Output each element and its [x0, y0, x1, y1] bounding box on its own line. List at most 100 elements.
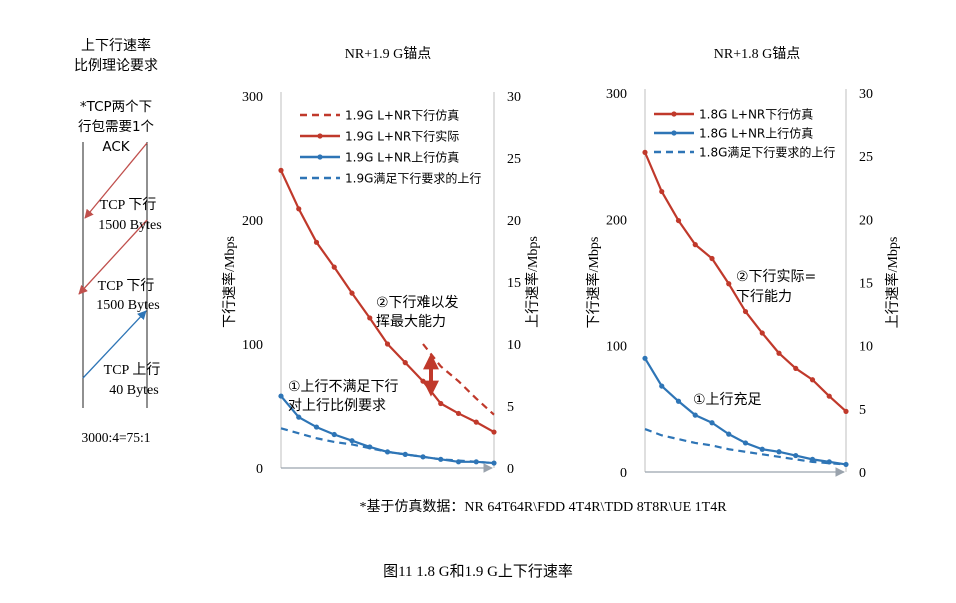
tcp-dl1-label-line1: TCP 下行 — [100, 197, 157, 213]
y-tick-label-right: 10 — [859, 340, 873, 355]
data-point — [296, 414, 302, 420]
series-line-3 — [280, 427, 495, 465]
legend-label: 1.8G满足下行要求的上行 — [699, 145, 835, 160]
annotation-line1: ①上行充足 — [693, 392, 762, 408]
y-axis-label-right: 上行速率/Mbps — [884, 237, 901, 329]
y-tick-label-right: 30 — [859, 87, 873, 102]
data-point — [759, 330, 765, 336]
tcp-ul-label-line1: TCP 上行 — [104, 362, 161, 378]
figure-caption: 图11 1.8 G和1.9 G上下行速率 — [383, 563, 573, 580]
y-axis-label-left: 下行速率/Mbps — [585, 237, 602, 329]
y-tick-label-right: 5 — [859, 403, 866, 418]
legend-marker — [671, 130, 677, 136]
tcp-downlink-arrow-1 — [84, 142, 148, 219]
chart-title: NR+1.8 G锚点 — [714, 46, 800, 62]
data-point — [793, 365, 799, 372]
data-point — [313, 239, 320, 245]
tcp-note-line2: 行包需要1个 — [78, 119, 155, 135]
data-point — [726, 431, 732, 437]
annotation-line1: ②下行难以发 — [376, 295, 459, 311]
legend-label: 1.9G L+NR下行实际 — [345, 129, 459, 144]
tcp-note-line1: *TCP两个下 — [80, 99, 152, 115]
annotation-line1: ②下行实际= — [736, 269, 816, 285]
y-tick-label-right: 15 — [507, 276, 521, 291]
annotation-line1: ①上行不满足下行 — [288, 379, 399, 395]
annotation-line2: 挥最大能力 — [376, 314, 446, 330]
y-tick-label-left: 0 — [256, 462, 263, 477]
data-point — [675, 398, 682, 404]
data-point — [367, 315, 373, 321]
tcp-diagram: 上下行速率 比例理论要求 *TCP两个下 行包需要1个 ACK TCP 下行 1… — [74, 37, 162, 445]
y-tick-label-left: 100 — [606, 340, 627, 355]
data-point — [675, 217, 682, 224]
tcp-downlink-arrow-2 — [78, 219, 148, 295]
tcp-dl2-label-line1: TCP 下行 — [98, 278, 155, 294]
data-point — [420, 378, 426, 384]
y-tick-label-left: 0 — [620, 466, 627, 481]
data-point — [331, 264, 337, 270]
data-point — [349, 438, 355, 444]
data-point — [742, 308, 749, 315]
data-point — [692, 242, 698, 248]
legend-label: 1.9G L+NR下行仿真 — [345, 109, 459, 123]
y-tick-label-left: 100 — [242, 338, 263, 353]
data-point — [709, 420, 715, 426]
tcp-note-line3: ACK — [102, 139, 130, 155]
data-point — [278, 393, 284, 399]
footnote: *基于仿真数据：NR 64T64R\FDD 4T4R\TDD 8T8R\UE 1… — [359, 498, 727, 515]
data-point — [659, 188, 665, 195]
legend-label: 1.8G L+NR下行仿真 — [699, 108, 813, 122]
tcp-ratio: 3000:4=75:1 — [81, 430, 150, 445]
y-tick-label-left: 200 — [242, 214, 263, 229]
y-tick-label-right: 10 — [507, 338, 521, 353]
data-point — [384, 341, 391, 347]
data-point — [759, 446, 765, 452]
data-point — [843, 408, 849, 414]
data-point — [349, 290, 355, 296]
tcp-ul-label-line2: 40 Bytes — [109, 383, 158, 398]
tcp-uplink-arrow — [82, 310, 147, 379]
legend-label: 1.9G L+NR上行仿真 — [345, 151, 459, 165]
y-tick-label-right: 0 — [507, 462, 514, 477]
tcp-dl1-label-line2: 1500 Bytes — [98, 218, 161, 233]
data-point — [402, 451, 408, 457]
data-point — [296, 206, 302, 212]
y-tick-label-right: 20 — [859, 213, 873, 228]
data-point — [642, 355, 648, 361]
data-point — [402, 360, 408, 366]
legend-marker — [317, 154, 323, 160]
series-line-2 — [644, 428, 847, 466]
y-tick-label-right: 30 — [507, 90, 521, 105]
annotation-line2: 对上行比例要求 — [288, 398, 386, 414]
y-tick-label-left: 300 — [242, 90, 263, 105]
y-tick-label-left: 200 — [606, 213, 627, 228]
legend-label: 1.8G L+NR上行仿真 — [699, 127, 813, 141]
data-point — [709, 255, 715, 262]
y-axis-label-right: 上行速率/Mbps — [524, 236, 541, 328]
y-tick-label-right: 25 — [859, 150, 873, 165]
data-point — [278, 167, 284, 173]
legend-marker — [317, 133, 323, 139]
chart-nr-1-9g: NR+1.9 G锚点 0 100 200 300 0 5 10 15 20 25 30 下行速率/Mbp… — [221, 46, 541, 477]
data-point — [692, 412, 698, 418]
tcp-title-line2: 比例理论要求 — [74, 58, 158, 74]
series-line-1 — [644, 357, 847, 466]
data-point — [742, 440, 749, 446]
y-tick-label-right: 5 — [507, 400, 514, 415]
data-point — [642, 149, 648, 155]
data-point — [491, 429, 497, 435]
data-point — [313, 424, 320, 430]
data-point — [793, 452, 799, 459]
y-tick-label-right: 20 — [507, 214, 521, 229]
data-point — [776, 449, 782, 455]
legend-marker — [671, 111, 677, 117]
legend-label: 1.9G满足下行要求的上行 — [345, 171, 481, 186]
y-tick-label-right: 15 — [859, 277, 873, 292]
y-tick-label-right: 0 — [859, 466, 866, 481]
annotation-line2: 下行能力 — [736, 289, 792, 305]
data-point — [726, 281, 732, 287]
data-point — [455, 410, 462, 417]
data-point — [826, 393, 832, 399]
y-axis-label-left: 下行速率/Mbps — [221, 236, 238, 328]
